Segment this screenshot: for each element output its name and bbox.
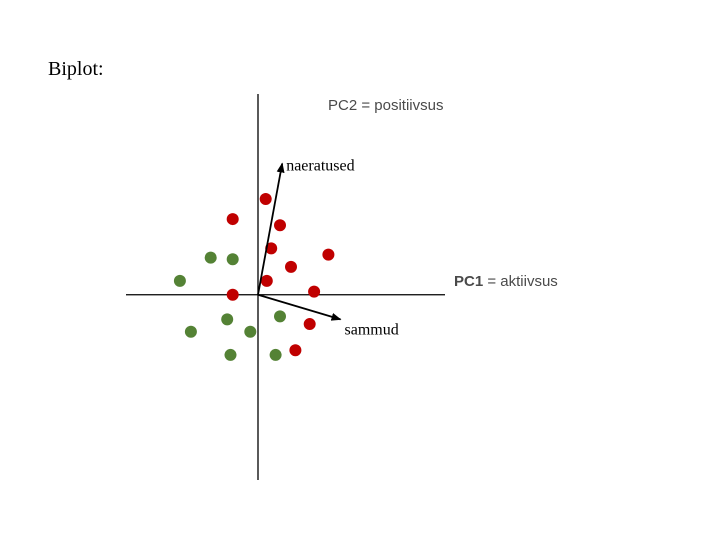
pc2-axis-label: PC2 = positiivsus [328,97,443,114]
data-point-group-a [308,285,321,298]
data-point-group-b [184,325,197,338]
data-point-group-a [274,219,286,232]
pc1-axis-label-prefix: PC1 [454,273,483,290]
data-point-group-a [265,242,278,255]
data-point-group-a [226,213,239,226]
pc2-axis-label-rest: = positiivsus [357,97,443,114]
pc1-axis-label-rest: = aktiivsus [483,273,558,290]
pc1-axis-label: PC1 = aktiivsus [454,273,558,290]
vector-naeratused-arrow [257,162,285,295]
data-points [173,192,335,361]
data-point-group-b [244,325,257,338]
slide-title: Biplot: [48,58,104,80]
data-point-group-a [303,318,316,331]
axes [126,94,445,480]
vector-sammud-label: sammud [345,321,399,338]
vector-naeratused-label: naeratused [286,157,354,174]
data-point-group-a [259,192,272,205]
data-point-group-a [285,260,297,273]
data-point-group-b [274,310,286,323]
data-point-group-b [226,253,239,266]
data-point-group-a [289,344,302,357]
data-point-group-a [322,248,335,261]
vector-sammud-arrow [257,293,342,321]
data-point-group-b [221,313,234,326]
data-point-group-b [173,274,186,287]
data-point-group-b [269,348,282,361]
loading-vectors: naeratused sammud [257,157,399,338]
data-point-group-a [260,274,273,287]
data-point-group-b [224,348,237,361]
data-point-group-a [226,288,239,301]
pc2-axis-label-prefix: PC2 [328,97,357,114]
data-point-group-b [204,251,217,264]
